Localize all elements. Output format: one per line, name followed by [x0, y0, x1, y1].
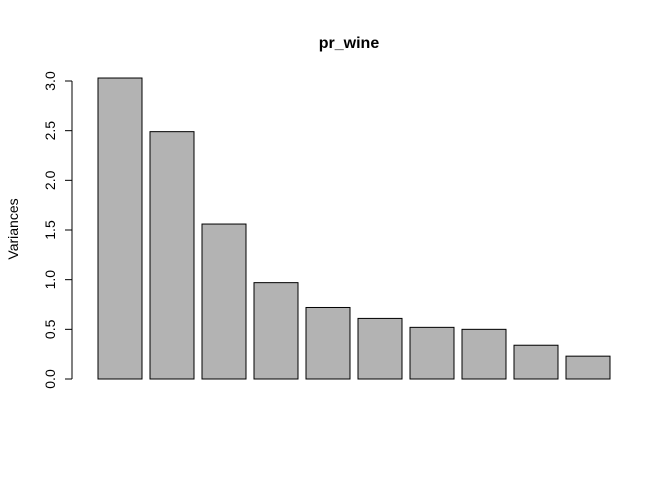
bar-5 — [305, 306, 351, 380]
bar-7 — [409, 326, 455, 380]
y-tick-label: 0.0 — [42, 369, 58, 389]
bar-1 — [97, 77, 143, 380]
y-axis: 0.0 0.5 1.0 1.5 2.0 2.5 3.0 — [42, 71, 73, 389]
bar-9 — [513, 344, 559, 380]
bar-3 — [201, 223, 247, 380]
y-tick-label: 3.0 — [42, 71, 58, 91]
y-tick-label: 1.0 — [42, 270, 58, 290]
y-tick-label: 0.5 — [42, 319, 58, 339]
bar-6 — [357, 317, 403, 380]
bar-2 — [149, 131, 195, 380]
y-tick-label: 2.5 — [42, 121, 58, 141]
chart-title: pr_wine — [319, 35, 380, 52]
bar-series — [97, 77, 611, 380]
bar-4 — [253, 282, 299, 380]
bar-10 — [565, 355, 611, 380]
bar-8 — [461, 328, 507, 380]
y-tick-label: 1.5 — [42, 220, 58, 240]
y-axis-label: Variances — [5, 198, 21, 259]
y-tick-label: 2.0 — [42, 170, 58, 190]
